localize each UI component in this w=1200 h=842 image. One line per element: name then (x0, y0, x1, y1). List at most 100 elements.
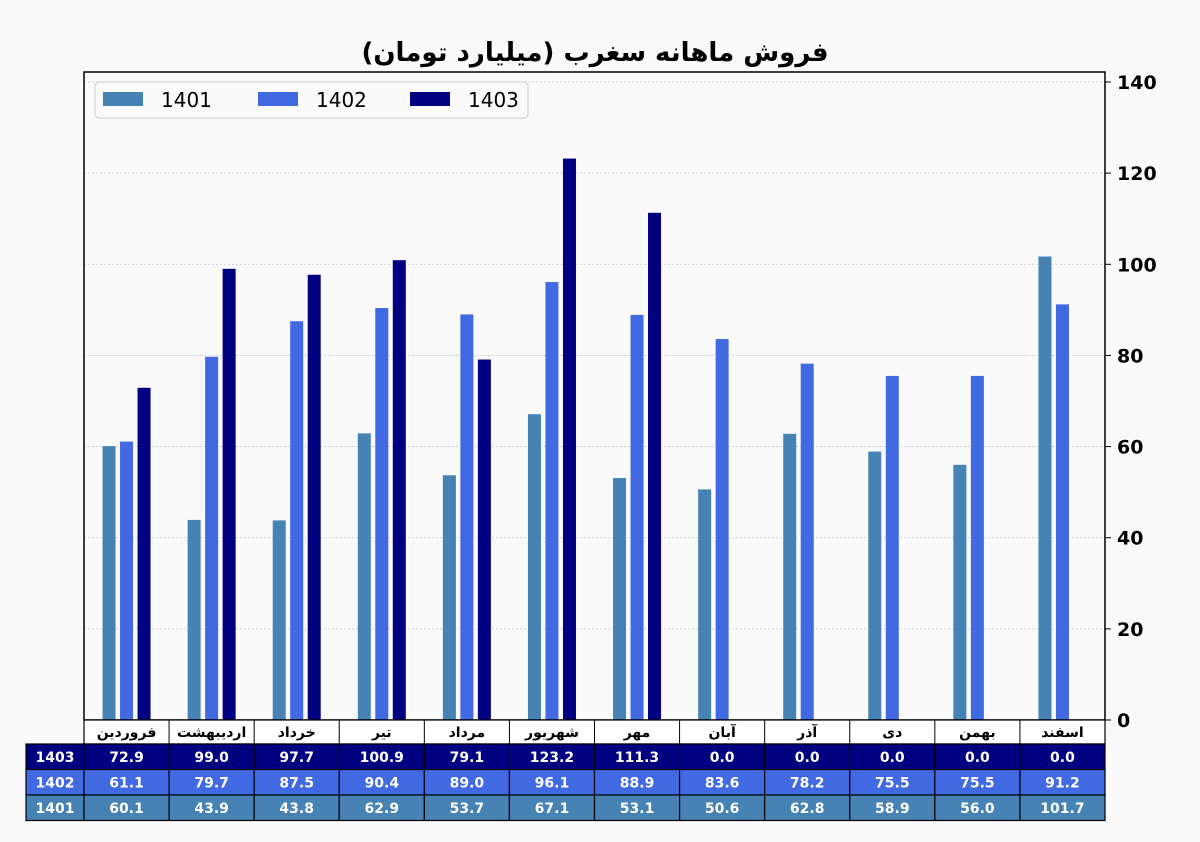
table-cell (508, 794, 596, 822)
y-tick-label: 80 (1117, 345, 1143, 367)
table-row-label-cell (25, 743, 85, 771)
bar-1403-7 (648, 212, 662, 721)
legend-box (94, 81, 529, 119)
table-cell-value: 91.2 (1045, 776, 1080, 792)
legend: 1401 1402 1403 (94, 81, 529, 119)
x-category-label: آبان (708, 723, 736, 741)
table-cell-value: 78.2 (790, 776, 825, 792)
table-cell-value: 61.1 (109, 776, 144, 792)
table-cell-value: 79.1 (450, 750, 485, 766)
y-tick-label: 120 (1117, 163, 1157, 185)
legend-label-1403: 1403 (468, 88, 519, 112)
table-cell-value: 53.1 (620, 801, 655, 817)
bar-1403-4 (392, 260, 406, 720)
legend-label-1401: 1401 (161, 88, 212, 112)
bar-1402-2 (205, 356, 219, 720)
table-cell-value: 83.6 (705, 776, 740, 792)
bar-1402-1 (120, 441, 134, 720)
table-cell-value: 87.5 (279, 776, 314, 792)
table-cell (168, 743, 255, 771)
table-cell (764, 768, 851, 796)
table-cell-value: 101.7 (1040, 801, 1084, 817)
table-cell-value: 0.0 (795, 750, 820, 766)
bar-1401-6 (527, 414, 541, 720)
legend-swatch-1401 (103, 92, 143, 106)
table-cell-value: 75.5 (875, 776, 910, 792)
bar-1401-9 (783, 433, 797, 720)
table-cell (593, 743, 681, 771)
table-cell-value: 123.2 (530, 750, 574, 766)
table-cell-value: 0.0 (710, 750, 735, 766)
bar-1401-1 (102, 446, 116, 720)
table-cell (593, 794, 681, 822)
bar-1401-12 (1038, 256, 1052, 720)
bar-1403-3 (307, 274, 321, 720)
x-category-label: اردیبهشت (177, 725, 246, 741)
bar-1402-7 (630, 314, 644, 720)
table-cell (423, 768, 511, 796)
table-cell (849, 794, 936, 822)
legend-swatch-1402 (258, 92, 298, 106)
bar-1401-10 (868, 451, 882, 720)
x-category-label: دی (882, 725, 902, 741)
plot-frame (83, 71, 1106, 721)
table-cell (1019, 743, 1106, 771)
bar-1401-3 (272, 520, 286, 720)
table-cell (168, 794, 255, 822)
bar-1403-6 (562, 158, 576, 720)
table-cell-value: 58.9 (875, 801, 910, 817)
table-cell (764, 794, 851, 822)
x-category-label: فروردین (97, 725, 157, 741)
y-tick-label: 20 (1117, 619, 1143, 641)
table-cell (1019, 768, 1106, 796)
table-cell (1019, 794, 1106, 822)
x-category-label: مرداد (449, 725, 486, 741)
table-cell-value: 53.7 (450, 801, 485, 817)
bar-1401-11 (953, 464, 967, 720)
y-tick-label: 100 (1117, 254, 1157, 276)
bar-1403-1 (137, 387, 151, 720)
bar-1402-6 (545, 282, 559, 720)
table-cell-value: 60.1 (109, 801, 144, 817)
table-cell (849, 768, 936, 796)
legend-label-1402: 1402 (316, 88, 367, 112)
table-cell-value: 0.0 (880, 750, 905, 766)
x-category-label: مهر (623, 725, 651, 741)
table-cell-value: 89.0 (450, 776, 485, 792)
table-cell-value: 79.7 (194, 776, 229, 792)
bar-1402-8 (715, 339, 729, 720)
table-cell-value: 0.0 (1050, 750, 1075, 766)
table-cell (423, 743, 511, 771)
table-cell (423, 794, 511, 822)
bar-1401-2 (187, 519, 201, 720)
x-category-label: خرداد (278, 725, 316, 741)
table-cell-value: 99.0 (194, 750, 229, 766)
bar-1403-5 (477, 359, 491, 720)
table-cell (338, 794, 425, 822)
table-cell (934, 794, 1021, 822)
table-cell (83, 743, 170, 771)
x-category-label: آذر (796, 723, 818, 741)
table-cell (83, 794, 170, 822)
table-cell (678, 743, 766, 771)
table-cell-value: 67.1 (535, 801, 570, 817)
x-category-label: شهریور (524, 725, 579, 741)
bar-1401-4 (357, 433, 371, 720)
table-row-label-cell (25, 794, 85, 822)
table-cell-value: 88.9 (620, 776, 655, 792)
table-cell (253, 743, 340, 771)
bar-1402-11 (970, 375, 984, 720)
table-cell-value: 96.1 (535, 776, 570, 792)
table-row-label-cell (25, 768, 85, 796)
table-cell (508, 768, 596, 796)
table-cell-value: 43.8 (279, 801, 314, 817)
y-tick-label: 40 (1117, 528, 1143, 550)
table-row-label-1402: 1402 (36, 776, 75, 792)
bar-1402-3 (290, 321, 304, 720)
bar-1401-7 (613, 478, 627, 720)
table-cell (764, 743, 851, 771)
bar-1402-4 (375, 308, 389, 720)
table-cell-value: 111.3 (615, 750, 659, 766)
bar-1401-5 (442, 475, 456, 720)
